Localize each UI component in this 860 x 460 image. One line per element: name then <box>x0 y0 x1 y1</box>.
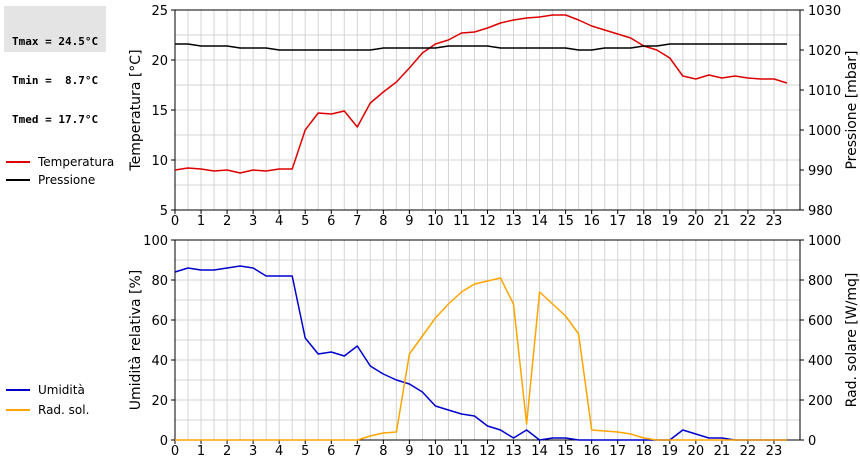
legend-label: Pressione <box>38 173 95 187</box>
x-tick-label: 2 <box>223 444 231 459</box>
x-tick-label: 3 <box>249 444 257 459</box>
y-left-tick-label: 40 <box>151 354 168 369</box>
legend-label: Rad. sol. <box>38 403 89 417</box>
stat-tmed: Tmed = 17.7°C <box>12 113 99 126</box>
y-right-tick-label: 990 <box>808 164 833 179</box>
y-left-tick-label: 10 <box>151 154 168 169</box>
x-tick-label: 20 <box>688 444 705 459</box>
series-line-umidit- <box>174 265 787 441</box>
legend-label: Umidità <box>38 383 85 397</box>
y-right-tick-label: 200 <box>808 394 833 409</box>
x-tick-label: 22 <box>740 214 757 229</box>
chart-panel-2: 0 1 2 3 4 5 6 7 8 9 10 11 12 13 14 15 16 17 18 19 20 21 22 2302… <box>6 234 860 459</box>
x-tick-label: 5 <box>301 214 309 229</box>
x-tick-label: 18 <box>635 214 652 229</box>
x-tick-label: 2 <box>223 214 231 229</box>
x-tick-label: 13 <box>505 444 522 459</box>
x-tick-label: 1 <box>197 214 205 229</box>
chart-panel-1: 0 1 2 3 4 5 6 7 8 9 10 11 12 13 14 15 16 17 18 19 20 21 22 2351… <box>6 4 860 229</box>
x-tick-label: 4 <box>275 444 283 459</box>
x-tick-label: 0 <box>171 214 179 229</box>
x-tick-label: 13 <box>505 214 522 229</box>
y-right-tick-label: 600 <box>808 314 833 329</box>
y-right-tick-label: 800 <box>808 274 833 289</box>
y-right-tick-label: 1010 <box>808 84 841 99</box>
x-tick-label: 3 <box>249 214 257 229</box>
x-tick-label: 16 <box>583 214 600 229</box>
series-line-rad-sol- <box>175 277 787 441</box>
y-left-tick-label: 25 <box>151 4 168 19</box>
x-tick-label: 22 <box>740 444 757 459</box>
stat-tmin: Tmin = 8.7°C <box>12 74 99 87</box>
x-tick-label: 7 <box>353 444 361 459</box>
x-tick-label: 12 <box>479 444 496 459</box>
y-right-tick-label: 980 <box>808 204 833 219</box>
y-left-tick-label: 0 <box>160 434 168 449</box>
x-tick-label: 21 <box>714 214 731 229</box>
x-tick-label: 11 <box>453 214 470 229</box>
legend-label: Temperatura <box>37 155 114 169</box>
y-right-tick-label: 1020 <box>808 44 841 59</box>
x-tick-label: 14 <box>531 444 548 459</box>
x-tick-label: 9 <box>405 214 413 229</box>
y-right-axis-title: Rad. solare [W/mq] <box>844 273 860 408</box>
y-left-axis-title: Temperatura [°C] <box>128 49 144 171</box>
y-right-tick-label: 1000 <box>808 234 841 249</box>
x-tick-label: 4 <box>275 214 283 229</box>
x-tick-label: 1 <box>197 444 205 459</box>
y-right-tick-label: 0 <box>808 434 816 449</box>
x-tick-label: 20 <box>688 214 705 229</box>
y-right-tick-label: 400 <box>808 354 833 369</box>
x-tick-label: 8 <box>379 214 387 229</box>
x-tick-label: 17 <box>609 214 626 229</box>
x-tick-label: 7 <box>353 214 361 229</box>
y-left-tick-label: 15 <box>151 104 168 119</box>
y-right-tick-label: 1030 <box>808 4 841 19</box>
x-tick-label: 6 <box>327 444 335 459</box>
y-left-tick-label: 20 <box>151 394 168 409</box>
series-line-temperatura <box>174 14 788 174</box>
y-left-tick-label: 60 <box>151 314 168 329</box>
x-tick-label: 11 <box>453 444 470 459</box>
y-left-tick-label: 20 <box>151 54 168 69</box>
x-tick-label: 10 <box>427 444 444 459</box>
x-tick-label: 0 <box>171 444 179 459</box>
x-tick-label: 18 <box>635 444 652 459</box>
stats-box: Tmax = 24.5°C Tmin = 8.7°C Tmed = 17.7°C <box>4 6 106 126</box>
x-tick-label: 16 <box>583 444 600 459</box>
x-tick-label: 15 <box>557 444 574 459</box>
x-tick-label: 17 <box>609 444 626 459</box>
x-tick-label: 8 <box>379 444 387 459</box>
y-left-tick-label: 100 <box>143 234 168 249</box>
y-left-tick-label: 5 <box>160 204 168 219</box>
y-right-tick-label: 1000 <box>808 124 841 139</box>
x-tick-label: 9 <box>405 444 413 459</box>
y-left-tick-label: 80 <box>151 274 168 289</box>
x-tick-label: 5 <box>301 444 309 459</box>
y-right-axis-title: Pressione [mbar] <box>844 50 860 169</box>
x-tick-label: 15 <box>557 214 574 229</box>
x-tick-label: 14 <box>531 214 548 229</box>
x-tick-label: 19 <box>662 214 679 229</box>
stat-tmax: Tmax = 24.5°C <box>12 35 99 48</box>
x-tick-label: 23 <box>766 214 783 229</box>
x-tick-label: 21 <box>714 444 731 459</box>
y-left-axis-title: Umidità relativa [%] <box>128 270 144 411</box>
x-tick-label: 23 <box>766 444 783 459</box>
x-tick-label: 10 <box>427 214 444 229</box>
x-tick-label: 19 <box>662 444 679 459</box>
series-line-pressione <box>175 43 787 51</box>
x-tick-label: 12 <box>479 214 496 229</box>
x-tick-label: 6 <box>327 214 335 229</box>
